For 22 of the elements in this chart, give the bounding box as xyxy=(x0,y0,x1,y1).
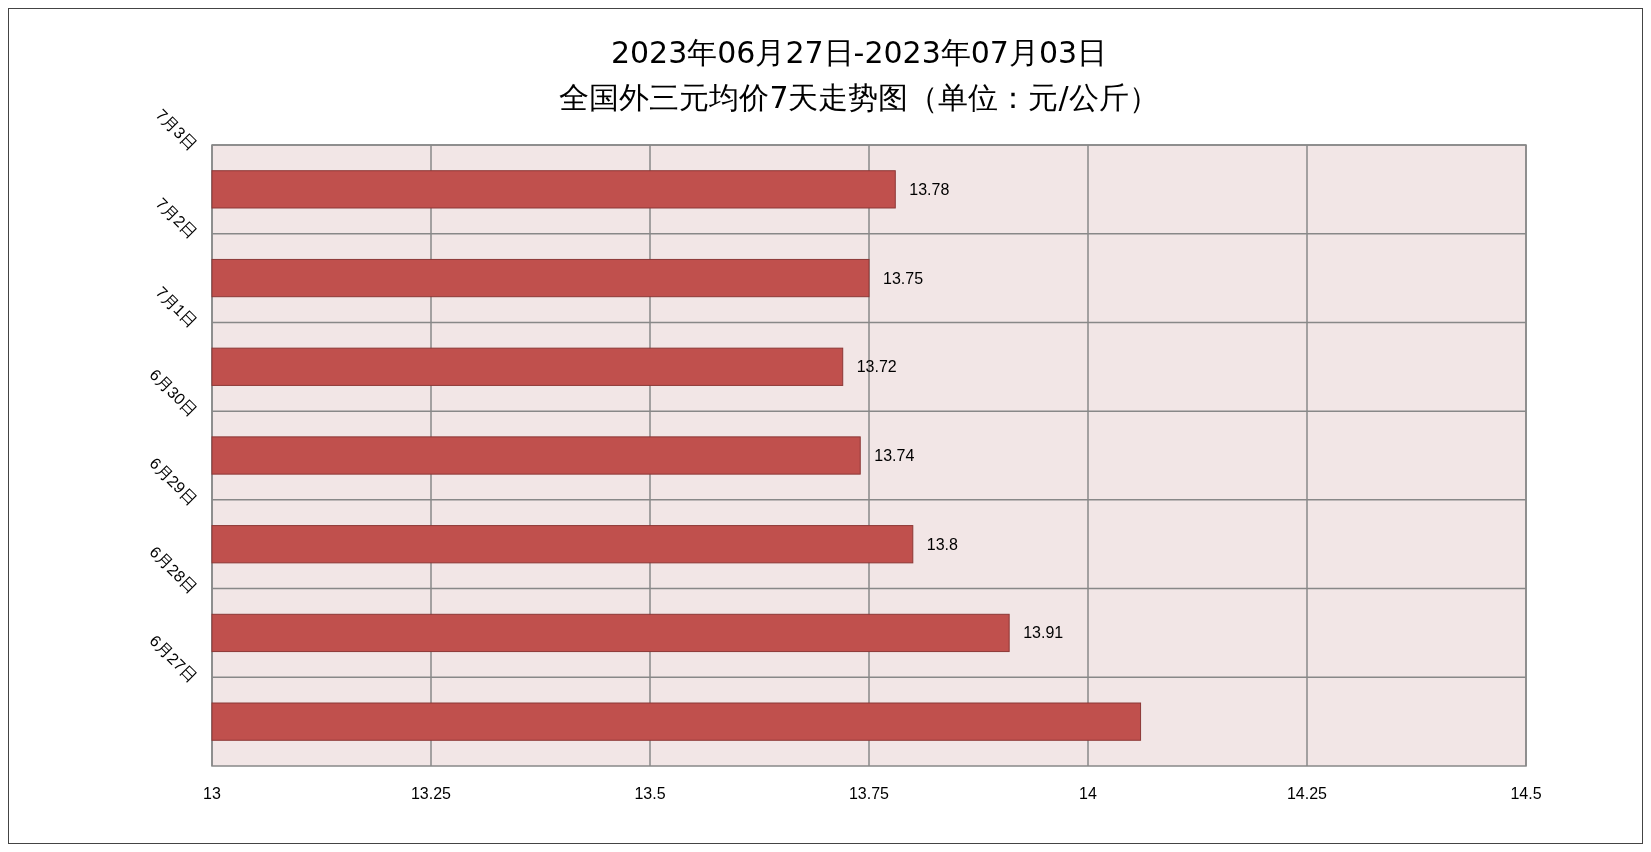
x-tick-label: 13.25 xyxy=(410,785,452,802)
y-tick-label: 7月1日 xyxy=(152,283,200,331)
x-tick-label: 14.5 xyxy=(1510,785,1542,802)
x-tick-label: 14.25 xyxy=(1286,785,1328,802)
x-tick-label: 13.5 xyxy=(634,785,666,802)
x-tick-label: 13.75 xyxy=(848,785,890,802)
y-tick-label: 6月30日 xyxy=(146,365,200,420)
y-tick-label: 6月28日 xyxy=(146,543,200,597)
x-tick-label: 14 xyxy=(1079,785,1097,802)
y-tick-label: 6月29日 xyxy=(146,454,200,508)
chart-title: 2023年06月27日-2023年07月03日 xyxy=(610,35,1108,70)
chart-subtitle: 全国外三元均价7天走势图（单位：元/公斤） xyxy=(559,80,1159,115)
y-tick-label: 7月3日 xyxy=(152,105,200,154)
x-tick-label: 13 xyxy=(203,785,221,802)
y-tick-label: 6月27日 xyxy=(146,631,200,686)
y-tick-label: 7月2日 xyxy=(152,194,200,242)
data-label: 13.74 xyxy=(874,447,915,464)
data-label: 13.91 xyxy=(1023,624,1064,642)
data-label: 13.72 xyxy=(856,358,897,376)
data-label: 13.8 xyxy=(926,535,959,553)
data-label: 13.78 xyxy=(909,180,950,198)
data-label: 13.75 xyxy=(883,269,924,287)
